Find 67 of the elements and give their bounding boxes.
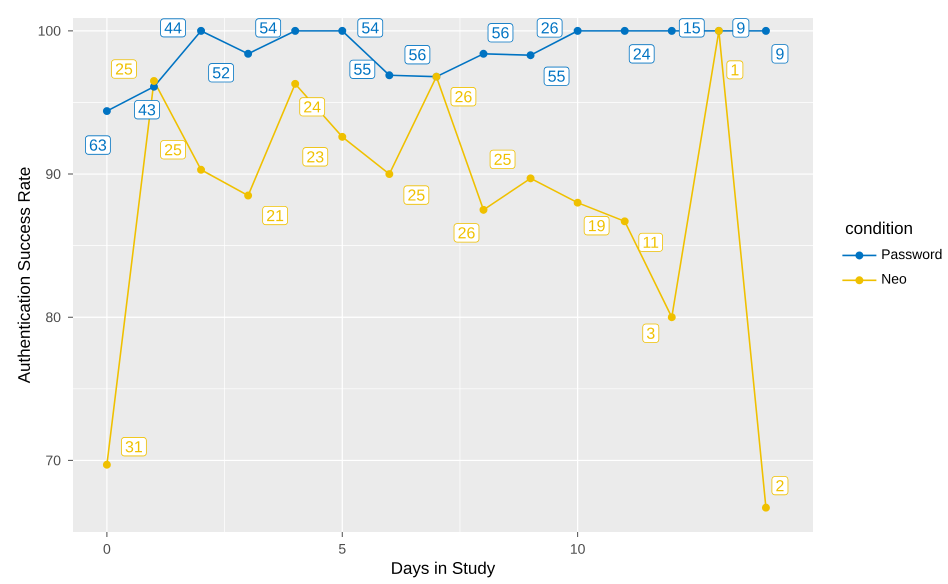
point [244,50,252,58]
annotation: 24 [634,48,650,60]
point [385,71,394,80]
annotation: 23 [307,151,324,162]
point [102,460,111,469]
annotation: 56 [492,27,509,38]
annotation: 54 [260,22,277,34]
annotation: 25 [408,189,425,201]
point [291,26,300,35]
y-tick-label: 90 [46,169,60,179]
legend-title: condition [846,222,912,234]
x-tick-label: 10 [570,544,585,554]
y-tick-label: 100 [38,26,60,36]
annotation: 3 [646,328,655,339]
annotation: 11 [644,236,658,248]
annotation: 9 [776,48,784,60]
point [620,26,629,35]
annotation: 43 [138,104,156,116]
point [197,166,206,174]
point [668,26,676,35]
point [620,217,629,226]
annotation: 31 [126,441,142,452]
point [338,26,346,35]
point [291,80,300,88]
annotation: 54 [362,22,379,34]
point [338,132,346,141]
x-tick-label: 0 [104,544,110,554]
point [244,192,252,200]
annotation: 25 [164,144,182,156]
annotation: 24 [304,101,321,112]
y-axis-title: Authentication Success Rate [18,168,30,384]
annotation: 9 [737,22,745,34]
point [574,26,582,35]
point [479,50,488,58]
point [526,174,535,182]
annotation: 56 [409,49,426,60]
annotation: 63 [90,139,106,151]
annotation: 25 [116,63,132,75]
annotation: 26 [542,22,558,34]
legend-label: Password [882,248,942,260]
point [668,313,676,322]
annotation: 44 [164,22,182,34]
annotation: 21 [267,210,284,222]
x-axis-title: Days in Study [392,562,496,578]
annotation: 2 [776,480,784,492]
point [102,107,111,116]
annotation: 26 [455,91,472,102]
y-tick-label: 80 [46,312,60,322]
point [526,51,535,60]
annotation: 26 [458,227,475,238]
point [197,26,206,35]
point [762,26,770,35]
annotation: 52 [212,67,230,78]
point [574,198,582,207]
point [762,504,770,512]
point [479,206,488,214]
point [150,76,158,85]
annotation: 19 [588,220,605,232]
annotation: 25 [494,154,511,165]
annotation: 1 [732,64,739,76]
annotation: 55 [354,64,371,75]
point [385,170,394,178]
annotation: 55 [548,70,565,82]
x-tick-label: 5 [338,544,346,554]
annotation: 15 [684,22,700,34]
legend-label: Neo [882,274,906,284]
y-tick-label: 70 [46,455,60,466]
